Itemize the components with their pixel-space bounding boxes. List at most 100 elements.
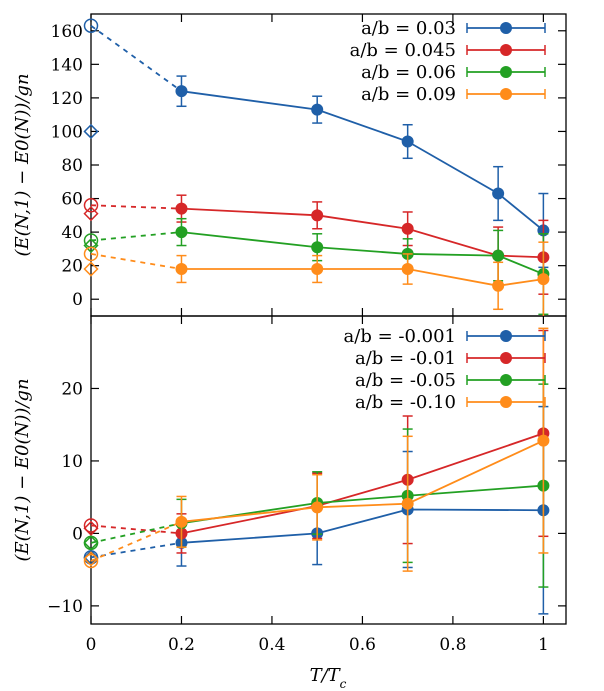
top-y-tick-label: 20 (61, 257, 83, 277)
legend-swatch-marker (500, 330, 512, 342)
data-point (401, 222, 414, 235)
x-tick-label: 0.6 (349, 635, 376, 655)
extrapolated-circle (83, 198, 99, 213)
data-point (537, 434, 550, 447)
data-point (175, 263, 188, 276)
extrapolated-diamond (83, 261, 99, 277)
data-point (401, 263, 414, 276)
legend-item: a/b = -0.10 (355, 392, 546, 413)
legend-label: a/b = 0.06 (361, 62, 456, 83)
legend-label: a/b = 0.09 (361, 84, 456, 105)
data-point (492, 249, 505, 262)
x-tick-label: 0 (86, 635, 97, 655)
series-line (181, 432, 544, 535)
series-a-b-0-09 (83, 241, 550, 316)
data-point (311, 103, 324, 116)
x-tick-label: 1 (538, 635, 549, 655)
data-point (401, 497, 414, 510)
extrapolated-circle (83, 18, 99, 33)
extrapolation-line (90, 231, 182, 242)
bottom-panel-frame (90, 315, 567, 625)
x-tick-label: 0.4 (258, 635, 285, 655)
top-y-tick-label: 120 (51, 89, 83, 109)
data-point (311, 263, 324, 276)
x-tick-label: 0.2 (168, 635, 195, 655)
extrapolated-circle (83, 518, 99, 533)
series-a-b-0-03 (83, 18, 550, 269)
bottom-panel-plot (83, 327, 550, 615)
data-point (311, 209, 324, 222)
series-line (181, 508, 544, 544)
extrapolated-diamond (83, 123, 99, 140)
data-point (537, 273, 550, 286)
legend-label: a/b = -0.10 (355, 392, 456, 413)
top-panel-frame (90, 13, 567, 317)
data-point (175, 85, 188, 98)
data-point (492, 187, 505, 200)
legend-swatch-marker (500, 44, 512, 56)
top-y-tick-label: 0 (72, 290, 83, 310)
extrapolated-diamond (83, 551, 99, 567)
extrapolation-line (90, 520, 182, 562)
extrapolation-line (90, 204, 182, 210)
x-axis-title: T/Tc (310, 665, 347, 691)
legend-item: a/b = -0.05 (355, 370, 546, 391)
extrapolation-line (90, 25, 183, 92)
top-y-axis-title: (E(N,1) − E0(N))/gn (12, 73, 33, 256)
bottom-y-axis-title: (E(N,1) − E0(N))/gn (12, 378, 33, 561)
data-point (175, 515, 188, 528)
data-point (311, 241, 324, 254)
x-tick-label: 0.8 (439, 635, 466, 655)
extrapolated-diamond (83, 206, 99, 222)
legend-item: a/b = 0.06 (361, 62, 546, 83)
top-y-tick-label: 80 (61, 156, 83, 176)
legend-swatch-marker (500, 66, 512, 78)
legend-item: a/b = 0.045 (350, 40, 546, 61)
top-panel-ticks: 0 20 40 60 80 100 120 140 160 (51, 14, 566, 316)
top-y-tick-label: 160 (51, 22, 83, 42)
legend-swatch-marker (500, 374, 512, 386)
series-line (181, 90, 544, 232)
series-line (181, 439, 544, 523)
top-y-tick-label: 100 (51, 122, 83, 142)
legend-label: a/b = -0.001 (344, 326, 456, 347)
legend-item: a/b = 0.03 (361, 18, 546, 39)
data-point (175, 226, 188, 239)
legend-swatch-marker (500, 22, 512, 34)
legend-swatch-marker (500, 396, 512, 408)
legend-label: a/b = 0.03 (361, 18, 456, 39)
data-point (492, 279, 505, 292)
top-y-tick-label: 60 (61, 190, 83, 210)
extrapolation-line (90, 253, 182, 270)
extrapolated-circle (83, 553, 99, 569)
bottom-y-tick-label: 0 (72, 524, 83, 544)
top-y-tick-label: 140 (51, 55, 83, 75)
top-y-tick-label: 40 (61, 223, 83, 243)
legend-item: a/b = 0.09 (361, 84, 546, 105)
legend-item: a/b = -0.01 (355, 348, 546, 369)
legend-label: a/b = 0.045 (350, 40, 456, 61)
extrapolated-circle (83, 246, 99, 262)
bottom-y-tick-label: −10 (47, 597, 83, 617)
bottom-y-tick-label: 20 (61, 379, 83, 399)
extrapolated-diamond (83, 237, 99, 254)
data-point (175, 202, 188, 215)
legend-item: a/b = -0.001 (344, 326, 546, 347)
extrapolated-diamond (83, 535, 99, 551)
data-point (311, 501, 324, 514)
data-point (401, 135, 414, 148)
top-panel-plot (83, 18, 550, 316)
legend-swatch-marker (500, 352, 512, 364)
series-line (181, 484, 544, 525)
legend-swatch-marker (500, 88, 512, 100)
series-a-b-0-10 (83, 327, 550, 572)
series-line (181, 268, 544, 287)
legend-label: a/b = -0.05 (355, 370, 456, 391)
extrapolation-line (90, 524, 182, 535)
extrapolated-diamond (83, 520, 99, 536)
legend-label: a/b = -0.01 (355, 348, 456, 369)
